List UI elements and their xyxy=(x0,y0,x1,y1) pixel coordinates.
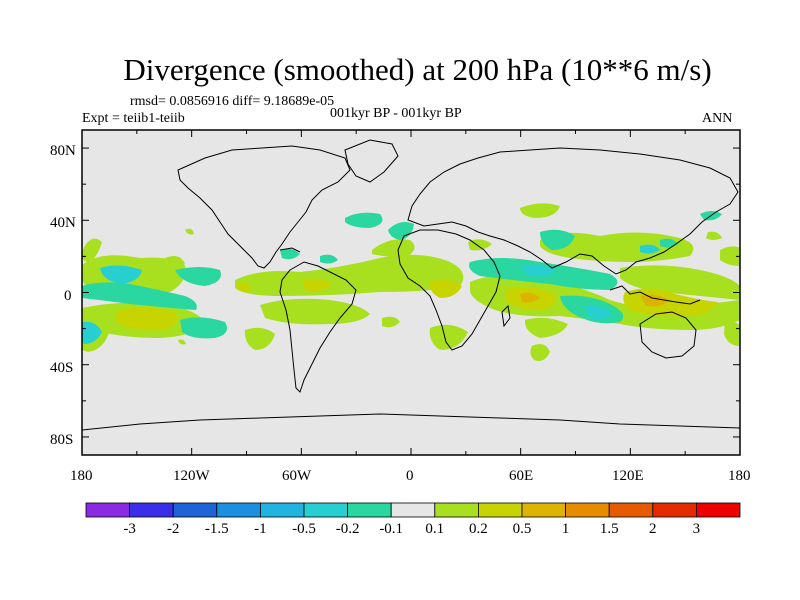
colorbar-label: -1 xyxy=(254,521,267,537)
coastlines xyxy=(82,139,740,431)
field-region xyxy=(100,265,142,284)
coastline-antarctica xyxy=(82,413,740,431)
lon-tick-label: 60W xyxy=(282,468,312,484)
colorbar-swatch xyxy=(172,502,218,518)
field-region xyxy=(382,316,400,328)
field-region xyxy=(524,317,568,338)
right-subtitle: ANN xyxy=(702,111,733,126)
center-subtitle: 001kyr BP - 001kyr BP xyxy=(330,106,462,121)
field-region xyxy=(640,244,660,254)
colorbar-swatch xyxy=(652,502,697,518)
colorbar-swatch xyxy=(390,502,436,518)
colorbar-label: 3 xyxy=(692,521,701,537)
colorbar-label: 0.2 xyxy=(469,521,488,537)
field-region xyxy=(165,256,185,268)
coastline-south-america xyxy=(279,261,357,393)
field-region xyxy=(82,238,102,262)
field-region xyxy=(244,327,275,350)
colorbar-swatch xyxy=(696,502,741,518)
colorbar-label: -2 xyxy=(166,521,180,537)
colorbar-swatch xyxy=(434,502,479,518)
lat-tick-label: 0 xyxy=(64,288,72,304)
colorbar-label: 1 xyxy=(561,521,570,537)
colorbar-label: -3 xyxy=(123,521,136,537)
colorbar-label: 0.5 xyxy=(512,521,532,537)
field-region xyxy=(345,212,383,228)
coastline-africa xyxy=(397,229,501,351)
colorbar-label: -0.1 xyxy=(379,521,404,537)
lon-tick-label: 180 xyxy=(70,468,93,484)
colorbar-label: -1.5 xyxy=(204,521,229,537)
field-region xyxy=(468,239,492,251)
colorbar-swatch xyxy=(608,502,654,518)
field-region xyxy=(585,305,612,320)
field-region xyxy=(82,282,197,310)
lon-tick-label: 120W xyxy=(173,468,210,484)
coastline-indonesia xyxy=(609,285,701,305)
colorbar-swatch xyxy=(216,502,261,518)
field-region xyxy=(706,231,722,240)
coastline-eurasia xyxy=(407,147,739,275)
lon-tick-label: 0 xyxy=(406,468,414,484)
colorbar-swatch xyxy=(303,502,348,518)
lon-tick-label: 120E xyxy=(612,468,644,484)
coastline-greenland xyxy=(344,139,399,183)
field-region xyxy=(238,282,252,292)
field-region xyxy=(724,321,740,346)
lat-tick-label: 80N xyxy=(50,143,76,159)
field-region xyxy=(520,203,560,218)
field-region xyxy=(372,239,415,257)
colorbar-swatch xyxy=(85,502,130,518)
field-region xyxy=(302,278,332,292)
field-region xyxy=(82,321,102,344)
colorbar-swatch xyxy=(129,502,174,518)
lat-tick-label: 80S xyxy=(50,432,74,448)
field-region xyxy=(388,222,414,240)
colorbar xyxy=(85,502,741,518)
field-region xyxy=(520,264,556,277)
coastline-madagascar xyxy=(501,304,511,328)
coastline-australia xyxy=(639,311,697,359)
colorbar-label: -0.5 xyxy=(292,521,316,537)
colorbar-label: 1.5 xyxy=(599,521,619,537)
field-region xyxy=(429,324,468,350)
coastline-north-america xyxy=(177,145,351,269)
field-region xyxy=(530,344,550,361)
field-region xyxy=(180,317,228,339)
plot-title: Divergence (smoothed) at 200 hPa (10**6 … xyxy=(123,52,712,87)
colorbar-swatch xyxy=(477,502,523,518)
field-region xyxy=(520,292,540,303)
field-region xyxy=(175,267,221,286)
colorbar-swatch xyxy=(259,502,305,518)
field-region xyxy=(178,339,186,345)
coastline-caribbean xyxy=(279,247,301,253)
field-region xyxy=(185,228,194,235)
left-subtitle: Expt = teiib1-teiib xyxy=(82,111,185,126)
field-region xyxy=(115,307,178,331)
field-region xyxy=(429,279,462,298)
colorbar-swatch xyxy=(347,502,392,518)
colorbar-label: 2 xyxy=(649,521,657,537)
field-region xyxy=(620,265,740,300)
axis-ticks xyxy=(81,130,741,455)
field-region xyxy=(720,246,740,266)
field-region xyxy=(540,229,575,250)
lat-tick-label: 40S xyxy=(50,360,74,376)
lon-tick-label: 60E xyxy=(509,468,534,484)
colorbar-swatch xyxy=(521,502,566,518)
colorbar-label: 0.1 xyxy=(425,521,445,537)
lon-tick-label: 180 xyxy=(728,468,751,484)
field-region xyxy=(640,294,670,307)
lat-tick-label: 40N xyxy=(50,215,76,231)
field-region xyxy=(235,254,464,296)
divergence-field xyxy=(82,203,740,361)
colorbar-label: -0.2 xyxy=(335,521,360,537)
stats-text: rmsd= 0.0856916 diff= 9.18689e-05 xyxy=(130,94,335,109)
field-region xyxy=(280,248,300,260)
colorbar-swatch xyxy=(565,502,610,518)
field-region xyxy=(320,254,338,264)
